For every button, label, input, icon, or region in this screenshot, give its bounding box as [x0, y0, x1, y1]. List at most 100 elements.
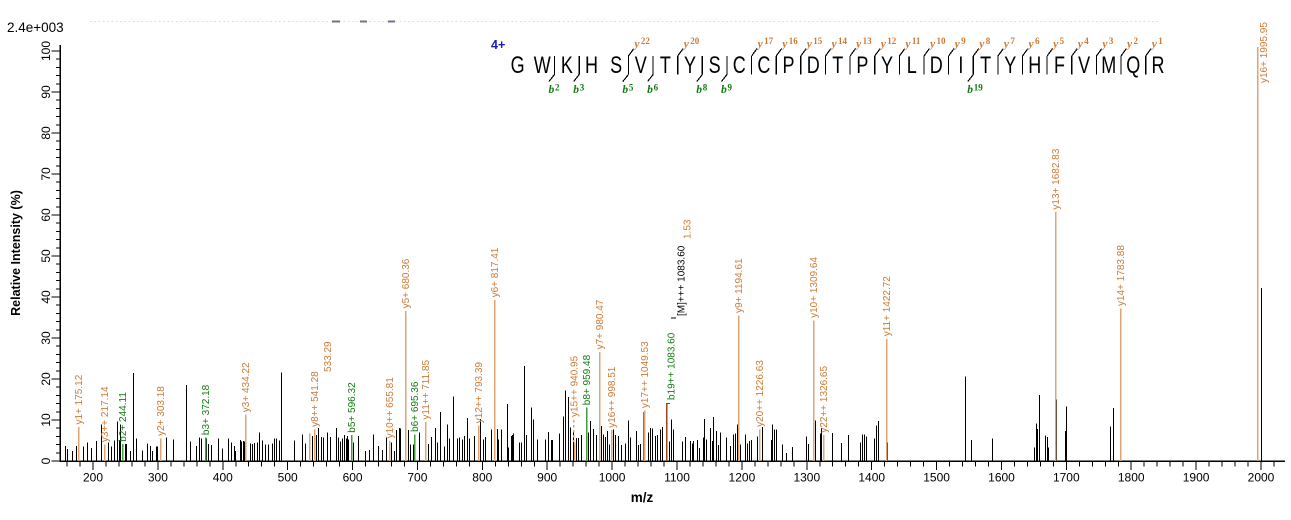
svg-text:9: 9 [728, 83, 733, 93]
svg-text:y: y [977, 39, 985, 51]
svg-text:y: y [928, 39, 936, 51]
svg-text:b: b [721, 84, 727, 96]
svg-text:30: 30 [39, 331, 53, 345]
svg-text:y10++ 655.81: y10++ 655.81 [385, 377, 396, 439]
svg-text:D: D [930, 53, 943, 79]
svg-text:b: b [622, 84, 628, 96]
svg-text:b2+ 244.11: b2+ 244.11 [118, 392, 129, 442]
svg-text:300: 300 [148, 471, 168, 485]
svg-text:y2+ 303.18: y2+ 303.18 [156, 386, 167, 436]
svg-text:70: 70 [39, 167, 53, 181]
svg-text:y: y [879, 39, 887, 51]
svg-text:y3++ 217.14: y3++ 217.14 [100, 386, 111, 442]
svg-text:3: 3 [580, 83, 585, 93]
svg-text:y1+ 175.12: y1+ 175.12 [74, 374, 85, 424]
svg-text:12: 12 [887, 36, 897, 46]
svg-text:Q: Q [1126, 53, 1140, 79]
svg-text:700: 700 [407, 471, 427, 485]
svg-text:60: 60 [39, 208, 53, 222]
svg-text:y11+ 1422.72: y11+ 1422.72 [882, 276, 893, 337]
svg-text:y: y [953, 39, 961, 51]
svg-text:G: G [511, 53, 525, 79]
svg-text:W: W [534, 53, 551, 79]
svg-text:b: b [573, 84, 579, 96]
svg-text:1100: 1100 [664, 471, 690, 485]
svg-text:y16++ 998.51: y16++ 998.51 [607, 366, 618, 428]
svg-text:b: b [549, 84, 555, 96]
svg-text:90: 90 [39, 85, 53, 99]
svg-text:40: 40 [39, 290, 53, 304]
svg-text:15: 15 [813, 36, 823, 46]
svg-text:m/z: m/z [631, 490, 654, 505]
svg-text:[M]+++ 1083.60: [M]+++ 1083.60 [677, 245, 688, 316]
svg-text:Y: Y [1004, 53, 1016, 79]
svg-text:y3+ 434.22: y3+ 434.22 [241, 362, 252, 412]
svg-text:b6+ 695.36: b6+ 695.36 [410, 381, 421, 432]
svg-text:y9+ 1194.61: y9+ 1194.61 [734, 258, 745, 313]
svg-text:y: y [1051, 39, 1059, 51]
svg-text:Y: Y [684, 53, 696, 79]
svg-text:3: 3 [1109, 36, 1114, 46]
svg-text:y: y [682, 39, 690, 51]
svg-text:T: T [832, 53, 843, 79]
svg-text:y: y [1027, 39, 1035, 51]
svg-text:R: R [1152, 53, 1165, 79]
svg-text:Y: Y [881, 53, 893, 79]
svg-text:4: 4 [1084, 36, 1089, 46]
svg-text:y11++ 711.85: y11++ 711.85 [421, 359, 432, 419]
svg-text:1.53: 1.53 [683, 219, 694, 239]
svg-text:400: 400 [213, 471, 233, 485]
svg-text:y: y [1076, 39, 1084, 51]
svg-text:I: I [958, 53, 963, 79]
svg-text:y8++ 541.28: y8++ 541.28 [310, 371, 321, 427]
svg-text:14: 14 [838, 36, 848, 46]
svg-text:1200: 1200 [729, 471, 756, 485]
svg-text:L: L [907, 53, 917, 79]
svg-text:H: H [585, 53, 598, 79]
svg-text:C: C [733, 53, 746, 79]
svg-text:1: 1 [1158, 36, 1163, 46]
svg-text:y14+ 1783.88: y14+ 1783.88 [1116, 245, 1127, 306]
svg-text:8: 8 [986, 36, 991, 46]
svg-text:y: y [756, 39, 764, 51]
svg-text:6: 6 [654, 83, 659, 93]
svg-text:b: b [967, 84, 973, 96]
svg-text:19: 19 [974, 83, 984, 93]
svg-text:b5+ 596.32: b5+ 596.32 [347, 382, 358, 433]
svg-text:800: 800 [472, 471, 492, 485]
svg-text:11: 11 [912, 36, 921, 46]
svg-text:V: V [635, 53, 648, 79]
svg-text:17: 17 [764, 36, 774, 46]
svg-text:2.4e+003: 2.4e+003 [7, 20, 64, 35]
svg-text:10: 10 [937, 36, 947, 46]
svg-text:2: 2 [555, 83, 560, 93]
svg-text:y20++ 1226.63: y20++ 1226.63 [755, 360, 766, 427]
svg-text:200: 200 [83, 471, 103, 485]
svg-text:2000: 2000 [1248, 471, 1275, 485]
svg-text:8: 8 [703, 83, 708, 93]
svg-text:K: K [561, 53, 573, 79]
svg-text:M: M [1101, 53, 1116, 79]
svg-text:T: T [660, 53, 671, 79]
svg-text:Relative Intensity (%): Relative Intensity (%) [9, 190, 23, 316]
svg-text:y: y [805, 39, 813, 51]
svg-text:y22++ 1326.65: y22++ 1326.65 [819, 366, 830, 433]
svg-text:50: 50 [39, 249, 53, 263]
svg-text:P: P [782, 53, 794, 79]
svg-text:y: y [854, 39, 862, 51]
svg-text:b: b [647, 84, 653, 96]
svg-text:T: T [980, 53, 991, 79]
svg-text:900: 900 [537, 471, 557, 485]
svg-text:1300: 1300 [793, 471, 820, 485]
svg-text:y: y [632, 39, 640, 51]
svg-text:V: V [1078, 53, 1091, 79]
svg-text:1800: 1800 [1118, 471, 1145, 485]
svg-text:533.29: 533.29 [323, 341, 334, 372]
svg-text:4+: 4+ [491, 38, 505, 52]
svg-text:6: 6 [1035, 36, 1040, 46]
svg-text:2: 2 [1134, 36, 1139, 46]
svg-text:y: y [1002, 39, 1010, 51]
svg-text:10: 10 [39, 413, 53, 427]
svg-text:S: S [709, 53, 721, 79]
svg-text:5: 5 [1060, 36, 1065, 46]
